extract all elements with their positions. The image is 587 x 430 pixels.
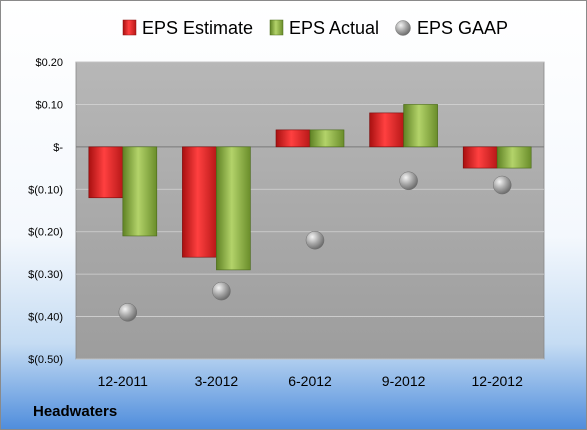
legend-item-estimate: EPS Estimate — [122, 18, 253, 38]
x-tick-label: 9-2012 — [382, 373, 426, 389]
legend-label-gaap: EPS GAAP — [417, 18, 508, 38]
bar-eps-estimate — [462, 146, 498, 169]
bar-eps-estimate — [369, 112, 404, 148]
gaap-markers — [118, 171, 512, 322]
bar-eps-estimate — [182, 146, 217, 258]
y-tick-label: $(0.10) — [28, 184, 63, 196]
bars — [88, 104, 532, 271]
x-tick-label: 3-2012 — [195, 373, 239, 389]
y-tick-label: $(0.50) — [28, 354, 63, 366]
x-tick-label: 12-2011 — [98, 373, 149, 389]
y-tick-label: $(0.20) — [28, 227, 63, 239]
legend-label-actual: EPS Actual — [289, 18, 379, 38]
bar-eps-actual — [496, 146, 532, 169]
x-tick-label: 12-2012 — [472, 373, 524, 389]
bar-eps-estimate — [88, 146, 124, 199]
y-tick-label: $0.10 — [35, 99, 63, 111]
marker-eps-gaap — [492, 175, 512, 195]
marker-eps-gaap — [305, 230, 325, 250]
y-tick-label: $0.20 — [35, 57, 63, 69]
y-tick-label: $(0.40) — [28, 312, 63, 324]
marker-eps-gaap — [212, 281, 231, 301]
bar-eps-actual — [216, 146, 251, 271]
bar-eps-estimate — [275, 129, 311, 148]
y-tick-label: $- — [53, 142, 63, 154]
legend-label-estimate: EPS Estimate — [142, 18, 253, 38]
legend-item-gaap: EPS GAAP — [395, 18, 508, 38]
y-axis-tick-labels: $0.20 $0.10 $- $(0.10) $(0.20) $(0.30) $(0.40)… — [28, 57, 63, 366]
x-tick-label: 6-2012 — [288, 373, 332, 389]
company-name: Headwaters — [33, 403, 117, 420]
bar-eps-actual — [403, 104, 438, 148]
red-bar-swatch-icon — [122, 19, 137, 36]
bar-eps-actual — [122, 146, 158, 237]
bar-eps-actual — [309, 129, 345, 148]
legend-item-actual: EPS Actual — [269, 18, 379, 38]
green-bar-swatch-icon — [269, 19, 284, 36]
y-tick-label: $(0.30) — [28, 269, 63, 281]
marker-eps-gaap — [399, 171, 418, 191]
marker-eps-gaap — [118, 303, 138, 322]
gray-sphere-swatch-icon — [395, 20, 411, 36]
x-axis-tick-labels: 12-2011 3-2012 6-2012 9-2012 12-2012 — [98, 373, 523, 389]
legend: EPS Estimate EPS Actual EPS GAAP — [122, 18, 508, 38]
